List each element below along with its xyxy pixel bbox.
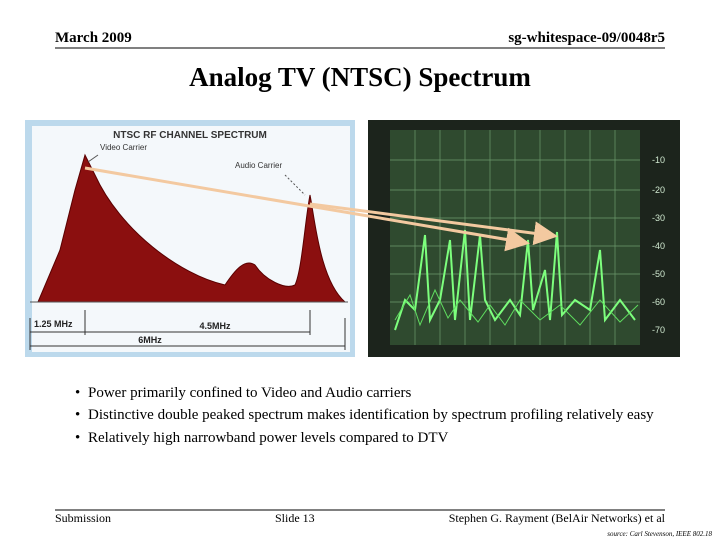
video-carrier-label: Video Carrier: [100, 143, 147, 152]
callout: [284, 174, 306, 196]
bullet-list: • Power primarily confined to Video and …: [75, 385, 654, 446]
footer-left: Submission: [55, 511, 111, 525]
dim-label: 1.25 MHz: [34, 319, 73, 329]
scale-label: -70: [652, 325, 665, 335]
bullet-marker: •: [75, 430, 80, 446]
footer-center: Slide 13: [275, 511, 315, 525]
analyzer-photo: -10 -20 -30 -40 -50 -60 -70: [368, 120, 680, 357]
trace-noise: [394, 288, 639, 327]
trace: [394, 229, 636, 331]
arrow: [84, 166, 530, 252]
bullet-marker: •: [75, 385, 80, 401]
diagram-title: NTSC RF CHANNEL SPECTRUM: [113, 130, 267, 141]
scale-label: -40: [652, 241, 665, 251]
header-doc-id: sg-whitespace-09/0048r5: [508, 30, 665, 46]
header-date: March 2009: [55, 30, 132, 46]
scale-label: -60: [652, 297, 665, 307]
arrow: [309, 202, 558, 246]
bullet-marker: •: [75, 407, 80, 423]
bullet: Distinctive double peaked spectrum makes…: [88, 407, 654, 423]
scale-labels: -10 -20 -30 -40 -50 -60 -70: [652, 155, 665, 335]
dim-label: 6MHz: [138, 335, 162, 345]
audio-carrier-label: Audio Carrier: [235, 161, 282, 170]
slide-title: Analog TV (NTSC) Spectrum: [189, 62, 531, 92]
footer-source: source: Carl Stevenson, IEEE 802.18: [607, 530, 712, 538]
scale-label: -20: [652, 185, 665, 195]
dim-label: 4.5MHz: [199, 321, 231, 331]
scale-label: -50: [652, 269, 665, 279]
footer-right: Stephen G. Rayment (BelAir Networks) et …: [449, 511, 666, 525]
spectrum-diagram: NTSC RF CHANNEL SPECTRUM Video Carrier A…: [25, 120, 355, 357]
callout: [87, 154, 99, 163]
scale-label: -30: [652, 213, 665, 223]
scale-label: -10: [652, 155, 665, 165]
spectrum-shape: [37, 153, 347, 303]
bullet: Relatively high narrowband power levels …: [88, 430, 448, 446]
bullet: Power primarily confined to Video and Au…: [88, 385, 411, 401]
